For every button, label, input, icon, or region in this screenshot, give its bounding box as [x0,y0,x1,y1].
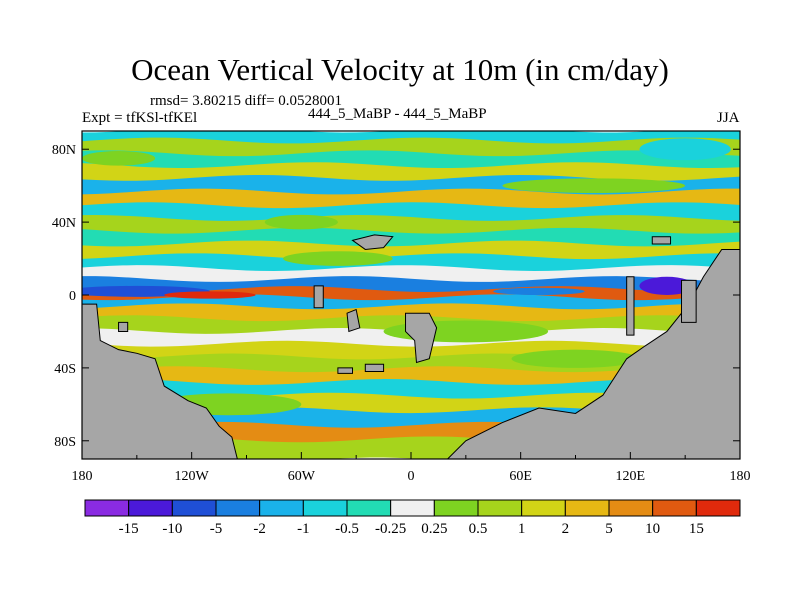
field-patch [511,349,640,368]
x-tick-label: 180 [730,469,751,484]
colorbar-label: 5 [605,521,613,537]
landmass [351,234,394,250]
colorbar-box [433,499,479,517]
landmass [364,363,385,373]
landmass [337,367,354,374]
field-patch [502,178,686,193]
x-tick-label: 60E [509,469,532,484]
colorbar-label: -10 [162,521,182,537]
field-patch [639,276,695,295]
colorbar-box [128,499,173,517]
field-patch [283,251,393,266]
colorbar-box [215,499,261,517]
colorbar-box [171,499,217,517]
field-patch [82,151,156,166]
colorbar-label: -0.25 [375,521,406,537]
colorbar-box [84,499,130,517]
colorbar-box [652,499,697,517]
landmass [681,279,697,323]
colorbar-box [695,499,741,517]
landmass [626,276,635,336]
x-tick-label: 120E [616,469,646,484]
colorbar-box [302,499,348,517]
colorbar-label: 1 [518,521,526,537]
chart-title: Ocean Vertical Velocity at 10m (in cm/da… [131,52,669,87]
field-patch [493,287,585,295]
velocity-field [82,131,740,459]
stats-label: rmsd= 3.80215 diff= 0.0528001 [150,93,343,109]
axis-ticks: 180 120W 60W 0 60E 120E 180 80N 40N 0 40S 80S [52,143,751,484]
field-patch [164,291,256,299]
y-tick-label: 40S [54,362,76,377]
colorbar-label: 15 [689,521,704,537]
y-tick-label: 80S [54,435,76,450]
x-tick-label: 180 [72,469,93,484]
colorbar-box [477,499,523,517]
x-tick-label: 60W [288,469,316,484]
colorbar-label: -1 [297,521,310,537]
experiment-label: Expt = tfKSl-tfKEl [82,110,198,126]
colorbar-box [521,499,566,517]
colorbar-box [259,499,304,517]
landmass [118,321,129,332]
colorbar-label: 0.25 [421,521,447,537]
landmass [651,236,672,245]
y-tick-label: 40N [52,216,76,231]
colorbar-label: -2 [253,521,266,537]
season-label: JJA [717,110,740,126]
landmass [82,303,238,459]
colorbar-label: -15 [119,521,139,537]
colorbar: -15 -10 -5 -2 -1 -0.5 -0.25 0.25 0.5 1 2 5 10 15 [84,499,741,537]
colorbar-label: 2 [562,521,570,537]
landmass [405,312,438,364]
landmass [313,285,324,309]
y-tick-label: 0 [69,289,76,304]
colorbar-box [608,499,654,517]
run-comparison-label: 444_5_MaBP - 444_5_MaBP [308,106,487,122]
colorbar-label: 0.5 [469,521,488,537]
colorbar-label: 10 [645,521,660,537]
colorbar-box [346,499,392,517]
y-tick-label: 80N [52,143,76,158]
colorbar-box [564,499,610,517]
x-tick-label: 0 [408,469,415,484]
colorbar-label: -5 [210,521,223,537]
colorbar-label: -0.5 [335,521,359,537]
x-tick-label: 120W [175,469,210,484]
field-patch [639,138,731,161]
field-patch [264,214,338,230]
colorbar-box [390,499,435,517]
landmass [346,308,361,333]
land-mask [82,234,740,459]
landmass [446,248,740,459]
